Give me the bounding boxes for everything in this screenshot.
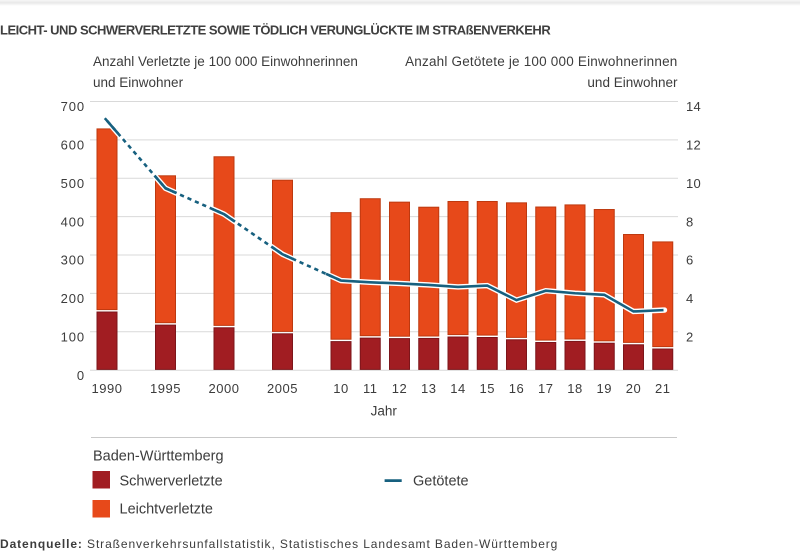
svg-text:10: 10 [333, 381, 349, 396]
svg-text:2000: 2000 [208, 381, 239, 396]
svg-text:Anzahl Verletzte je 100 000 Ei: Anzahl Verletzte je 100 000 Einwohnerinn… [93, 54, 358, 69]
svg-text:Anzahl Getötete je 100 000 Ein: Anzahl Getötete je 100 000 Einwohnerinne… [405, 54, 677, 69]
svg-text:17: 17 [538, 381, 554, 396]
svg-text:400: 400 [61, 214, 85, 229]
svg-text:100: 100 [61, 329, 85, 344]
svg-text:2: 2 [686, 329, 694, 344]
svg-text:21: 21 [655, 381, 671, 396]
svg-text:300: 300 [61, 253, 85, 268]
svg-text:200: 200 [61, 291, 85, 306]
svg-text:Datenquelle: Straßenverkehrsun: Datenquelle: Straßenverkehrsunfallstatis… [0, 537, 558, 551]
svg-text:500: 500 [61, 176, 85, 191]
svg-text:19: 19 [596, 381, 612, 396]
svg-text:4: 4 [686, 291, 694, 306]
svg-text:16: 16 [509, 381, 525, 396]
svg-text:10: 10 [686, 176, 701, 191]
svg-text:14: 14 [686, 99, 701, 114]
svg-text:0: 0 [77, 368, 85, 383]
svg-text:Baden-Württemberg: Baden-Württemberg [93, 448, 224, 464]
svg-text:1995: 1995 [150, 381, 181, 396]
svg-text:15: 15 [479, 381, 495, 396]
svg-text:und Einwohner: und Einwohner [93, 75, 184, 90]
svg-text:Jahr: Jahr [371, 404, 398, 419]
svg-text:8: 8 [686, 214, 694, 229]
svg-text:11: 11 [363, 381, 378, 396]
svg-text:13: 13 [421, 381, 437, 396]
svg-text:6: 6 [686, 253, 694, 268]
svg-text:600: 600 [61, 138, 85, 153]
svg-text:und Einwohner: und Einwohner [587, 75, 678, 90]
svg-text:12: 12 [392, 381, 408, 396]
svg-text:Getötete: Getötete [413, 474, 469, 490]
svg-text:20: 20 [626, 381, 642, 396]
svg-text:2005: 2005 [267, 381, 298, 396]
svg-text:700: 700 [61, 99, 85, 114]
svg-text:LEICHT- UND SCHWERVERLETZTE SO: LEICHT- UND SCHWERVERLETZTE SOWIE TÖDLIC… [0, 23, 551, 38]
svg-text:18: 18 [567, 381, 583, 396]
svg-text:12: 12 [686, 138, 701, 153]
svg-text:Leichtverletzte: Leichtverletzte [120, 502, 214, 518]
svg-text:Schwerverletzte: Schwerverletzte [120, 474, 223, 490]
svg-text:14: 14 [450, 381, 466, 396]
svg-text:1990: 1990 [91, 381, 122, 396]
